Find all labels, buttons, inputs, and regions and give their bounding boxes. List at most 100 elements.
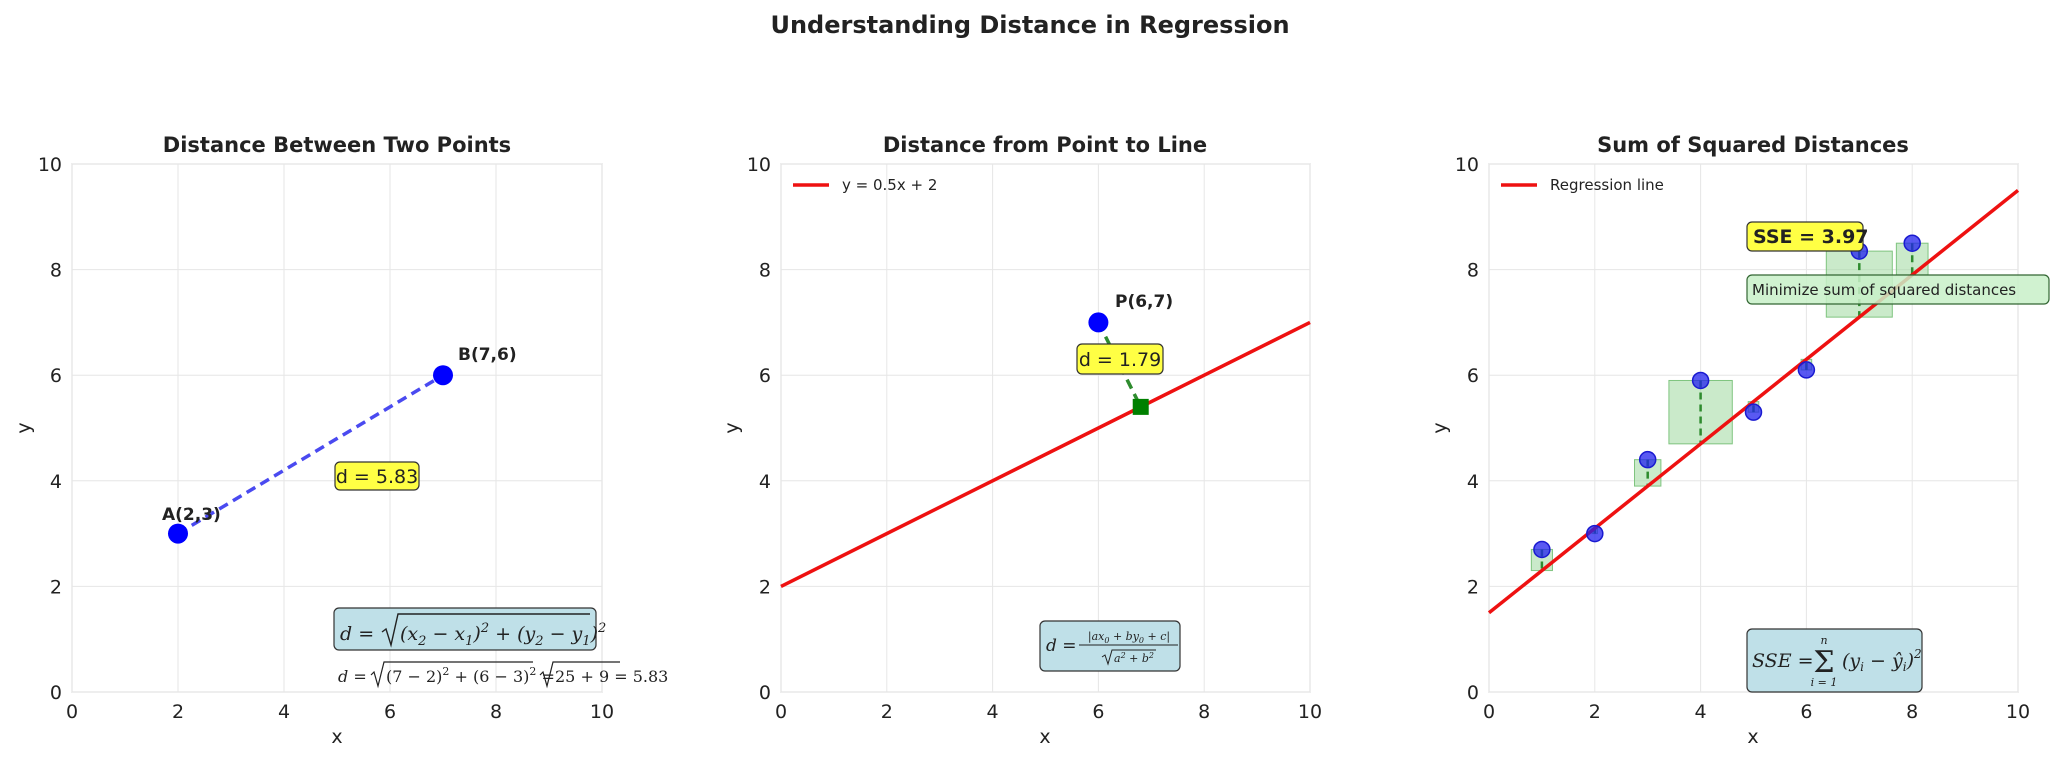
panel1-formula-numeric: d = (7 − 2)2 + (6 − 3)2 = 25 + 9 = 5.83	[338, 661, 668, 689]
panel2-distance-label: d = 1.79	[1079, 349, 1161, 371]
y-tick-label: 4	[50, 471, 62, 493]
y-tick-label: 10	[747, 154, 771, 176]
y-tick-label: 2	[759, 576, 771, 598]
panel1-distance-box	[334, 461, 420, 491]
x-tick-label: 6	[1800, 701, 1812, 723]
panel3-sse-box	[1746, 221, 1864, 252]
y-tick-label: 8	[50, 260, 62, 282]
panel1-ticks: 0 2 4 6 8 10 0 2 4 6 8 10	[38, 154, 614, 723]
x-tick-label: 8	[1198, 701, 1210, 723]
panel3-legend-label: Regression line	[1550, 176, 1664, 194]
panel2-point-p-label: P(6,7)	[1115, 292, 1173, 312]
panel2-point-p	[1088, 312, 1109, 333]
x-tick-label: 0	[1483, 701, 1495, 723]
panel3-legend: Regression line	[1501, 176, 1664, 194]
data-point	[1903, 234, 1921, 252]
panel3-formula: SSE = Σ n i = 1 (yi − ŷi)2	[1746, 628, 1923, 693]
svg-text:SSE =: SSE =	[1752, 650, 1814, 672]
figure-title: Understanding Distance in Regression	[770, 11, 1289, 39]
panel2-legend: y = 0.5x + 2	[793, 176, 937, 194]
svg-text:(yi − ŷi)2: (yi − ŷi)2	[1842, 647, 1922, 674]
y-tick-label: 2	[50, 576, 62, 598]
panel2-grid	[780, 163, 1311, 693]
panel-distance-point-to-line: 0 2 4 6 8 10 0 2 4 6 8 10 Distance from Point to Li…	[721, 133, 1322, 748]
panel2-xlabel: x	[1039, 726, 1050, 748]
data-point	[1797, 361, 1816, 379]
panel1-distance-segment	[177, 373, 444, 536]
x-tick-label: 2	[172, 701, 184, 723]
panel3-title: Sum of Squared Distances	[1597, 133, 1909, 157]
data-point	[1586, 524, 1604, 543]
y-tick-label: 4	[759, 471, 771, 493]
panel2-title: Distance from Point to Line	[883, 133, 1207, 157]
data-point	[1691, 371, 1710, 390]
y-tick-label: 6	[1467, 365, 1479, 387]
x-tick-label: 10	[2006, 701, 2030, 723]
data-point	[1744, 403, 1763, 421]
panel2-formula: d = |ax0 + by0 + c| a2 + b2	[1039, 620, 1181, 672]
panel1-xlabel: x	[331, 726, 342, 748]
svg-text:i = 1: i = 1	[1811, 676, 1838, 689]
y-tick-label: 0	[1467, 682, 1479, 704]
panel3-xlabel: x	[1747, 726, 1758, 748]
panel1-point-b	[433, 365, 453, 386]
y-tick-label: 8	[759, 260, 771, 282]
panel2-line	[780, 320, 1311, 588]
panel3-note-box	[1746, 274, 2050, 305]
x-tick-label: 2	[881, 701, 893, 723]
panel2-ticks: 0 2 4 6 8 10 0 2 4 6 8 10	[747, 154, 1322, 723]
panel2-ylabel: y	[721, 422, 743, 433]
panel2-foot-marker	[1132, 398, 1149, 415]
y-tick-label: 6	[759, 365, 771, 387]
panel3-sse-label: SSE = 3.97	[1753, 226, 1869, 248]
x-tick-label: 8	[1906, 701, 1918, 723]
panel3-regression-line	[1487, 189, 2020, 615]
data-point	[1533, 540, 1551, 559]
x-tick-label: 6	[1092, 701, 1104, 723]
x-tick-label: 0	[66, 701, 78, 723]
panel2-legend-label: y = 0.5x + 2	[842, 176, 937, 194]
y-tick-label: 4	[1467, 471, 1479, 493]
svg-text:d =: d =	[338, 667, 367, 686]
panel3-ylabel: y	[1429, 422, 1451, 433]
svg-text:d =: d =	[340, 623, 374, 645]
panel3-data-points	[1533, 234, 1921, 559]
y-tick-label: 10	[38, 154, 62, 176]
data-point	[1638, 450, 1657, 469]
svg-text:25 + 9 = 5.83: 25 + 9 = 5.83	[555, 667, 668, 686]
panel3-ticks: 0 2 4 6 8 10 0 2 4 6 8 10	[1455, 154, 2030, 723]
panel1-title: Distance Between Two Points	[163, 133, 511, 157]
panel3-grid	[1488, 163, 2019, 693]
panel3-note-label: Minimize sum of squared distances	[1752, 281, 2016, 299]
x-tick-label: 4	[1695, 701, 1707, 723]
y-tick-label: 2	[1467, 576, 1479, 598]
y-tick-label: 10	[1455, 154, 1479, 176]
panel2-distance-box	[1076, 343, 1164, 375]
x-tick-label: 10	[1298, 701, 1322, 723]
y-tick-label: 8	[1467, 260, 1479, 282]
y-tick-label: 0	[50, 682, 62, 704]
svg-text:a2 + b2: a2 + b2	[1114, 651, 1154, 665]
x-tick-label: 6	[384, 701, 396, 723]
svg-text:(x2 − x1)2 + (y2 − y1)2: (x2 − x1)2 + (y2 − y1)2	[400, 621, 606, 649]
x-tick-label: 2	[1589, 701, 1601, 723]
svg-text:Σ: Σ	[1813, 645, 1834, 680]
svg-text:d =: d =	[1046, 636, 1077, 656]
x-tick-label: 8	[490, 701, 502, 723]
x-tick-label: 4	[278, 701, 290, 723]
panel-distance-two-points: 0 2 4 6 8 10 0 2 4 6 8 10 Distance Between Two Poin…	[13, 133, 668, 748]
x-tick-label: 4	[987, 701, 999, 723]
panel1-point-b-label: B(7,6)	[458, 345, 517, 365]
y-tick-label: 0	[759, 682, 771, 704]
panel1-point-a-label: A(2,3)	[162, 505, 221, 525]
panel1-formula-general: d = (x2 − x1)2 + (y2 − y1)2	[333, 607, 606, 651]
panel3-plot-area	[1488, 163, 2019, 693]
y-tick-label: 6	[50, 365, 62, 387]
panel2-plot-area	[780, 163, 1311, 693]
panel1-point-a	[168, 523, 188, 544]
x-tick-label: 10	[590, 701, 614, 723]
svg-text:|ax0 + by0 + c|: |ax0 + by0 + c|	[1088, 630, 1170, 645]
panel1-ylabel: y	[13, 422, 35, 433]
svg-text:n: n	[1820, 634, 1827, 647]
